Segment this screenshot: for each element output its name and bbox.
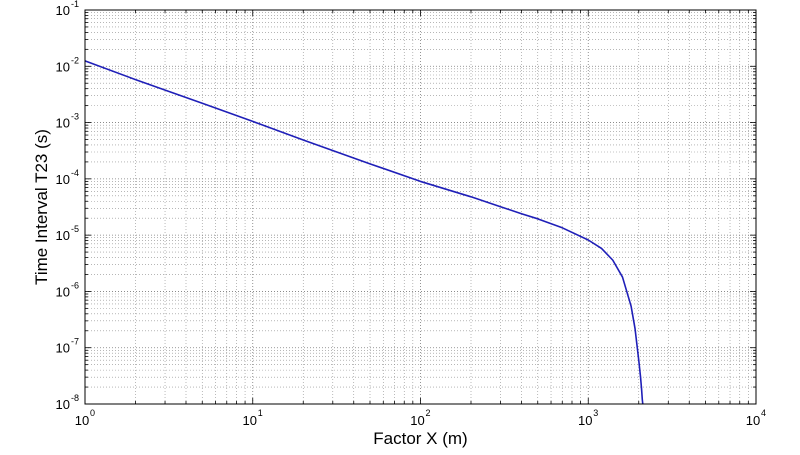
x-tick-exponent: 4: [761, 408, 766, 418]
y-tick-label: 10: [56, 341, 70, 356]
y-tick-label: 10: [56, 3, 70, 18]
x-tick-label: 10: [410, 413, 424, 428]
x-tick-label: 10: [243, 413, 257, 428]
x-tick-exponent: 0: [90, 408, 95, 418]
y-tick-exponent: -8: [71, 393, 79, 403]
x-axis-label: Factor X (m): [373, 429, 467, 448]
plot-background: [85, 10, 756, 404]
y-tick-label: 10: [56, 397, 70, 412]
x-tick-labels: 10 0 10 1 10 2 10 3 10 4: [75, 408, 766, 428]
major-grid: [85, 10, 756, 404]
y-tick-exponent: -1: [71, 0, 79, 9]
x-tick-exponent: 1: [258, 408, 263, 418]
data-series: [84, 60, 644, 405]
y-tick-labels: 10-810-710-610-510-410-310-210-1: [56, 0, 79, 412]
y-axis-label: Time Interval T23 (s): [32, 129, 51, 285]
y-tick-label: 10: [56, 116, 70, 131]
y-tick-exponent: -7: [71, 337, 79, 347]
y-tick-exponent: -2: [71, 55, 79, 65]
x-tick-exponent: 3: [593, 408, 598, 418]
x-tick-label: 10: [746, 413, 760, 428]
y-tick-label: 10: [56, 228, 70, 243]
y-tick-exponent: -3: [71, 112, 79, 122]
y-tick-label: 10: [56, 172, 70, 187]
y-tick-exponent: -6: [71, 280, 79, 290]
y-tick-exponent: -5: [71, 224, 79, 234]
minor-grid: [85, 10, 756, 404]
x-tick-label: 10: [75, 413, 89, 428]
x-tick-exponent: 2: [426, 408, 431, 418]
y-tick-exponent: -4: [71, 168, 79, 178]
series-line: [84, 60, 644, 405]
plot-frame: [84, 9, 757, 405]
y-tick-label: 10: [56, 59, 70, 74]
x-tick-label: 10: [578, 413, 592, 428]
y-tick-label: 10: [56, 284, 70, 299]
